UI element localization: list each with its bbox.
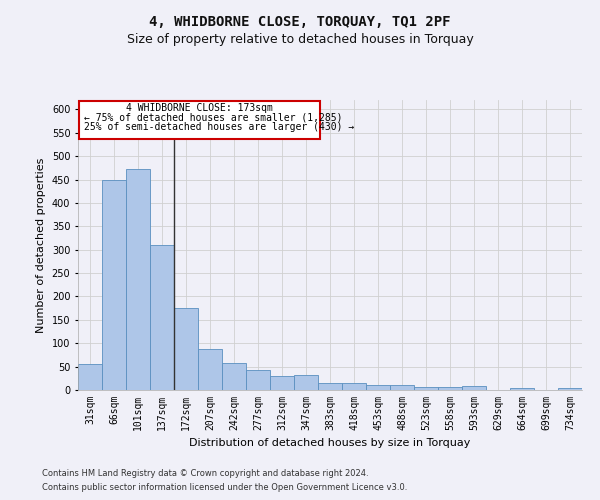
- Text: Contains HM Land Registry data © Crown copyright and database right 2024.: Contains HM Land Registry data © Crown c…: [42, 468, 368, 477]
- Text: Size of property relative to detached houses in Torquay: Size of property relative to detached ho…: [127, 32, 473, 46]
- Bar: [294, 375, 318, 390]
- Bar: [174, 308, 198, 390]
- Bar: [126, 169, 150, 390]
- Bar: [558, 388, 582, 390]
- Text: 4 WHIDBORNE CLOSE: 173sqm: 4 WHIDBORNE CLOSE: 173sqm: [127, 103, 273, 113]
- Y-axis label: Number of detached properties: Number of detached properties: [36, 158, 46, 332]
- Bar: [414, 387, 438, 390]
- Bar: [78, 364, 102, 390]
- Bar: [462, 386, 486, 390]
- Text: 4, WHIDBORNE CLOSE, TORQUAY, TQ1 2PF: 4, WHIDBORNE CLOSE, TORQUAY, TQ1 2PF: [149, 15, 451, 29]
- Bar: [438, 387, 462, 390]
- Bar: [150, 244, 174, 390]
- Bar: [318, 383, 342, 390]
- Bar: [102, 180, 126, 390]
- Bar: [222, 363, 246, 390]
- Bar: [198, 349, 222, 390]
- Bar: [390, 386, 414, 390]
- Text: Contains public sector information licensed under the Open Government Licence v3: Contains public sector information licen…: [42, 484, 407, 492]
- Bar: [510, 388, 534, 390]
- Bar: [270, 376, 294, 390]
- Bar: [366, 386, 390, 390]
- Bar: [246, 370, 270, 390]
- X-axis label: Distribution of detached houses by size in Torquay: Distribution of detached houses by size …: [190, 438, 470, 448]
- Text: ← 75% of detached houses are smaller (1,285): ← 75% of detached houses are smaller (1,…: [84, 112, 343, 122]
- Text: 25% of semi-detached houses are larger (430) →: 25% of semi-detached houses are larger (…: [84, 122, 354, 132]
- FancyBboxPatch shape: [79, 101, 320, 139]
- Bar: [342, 383, 366, 390]
